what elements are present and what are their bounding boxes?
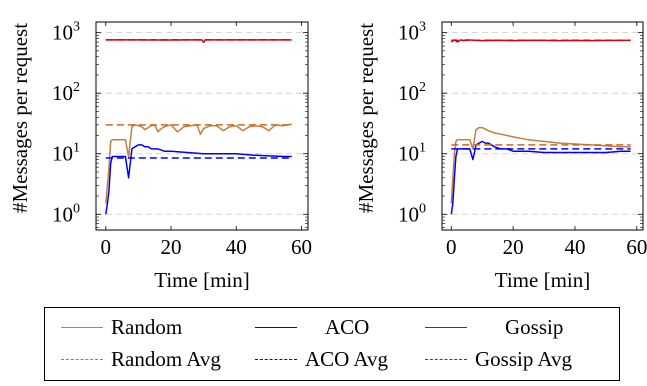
y-tick-label: 100 (398, 201, 426, 226)
x-tick-label: 60 (291, 235, 312, 259)
legend-label-random: Random (111, 314, 183, 339)
legend-swatch-random (61, 326, 103, 328)
legend-swatch-gossip (425, 326, 467, 328)
plot-frame (441, 21, 644, 231)
x-tick-label: 20 (503, 235, 524, 259)
legend-swatch-gossip-avg (425, 358, 467, 360)
y-tick-label: 103 (398, 20, 426, 45)
legend-label-gossip: Gossip (505, 314, 564, 339)
y-tick-label: 100 (52, 201, 80, 226)
y-tick-label: 101 (398, 141, 426, 166)
legend-entry-random: Random (61, 312, 182, 342)
chart-panel-right: 0 20 40 60 100 101 102 103 Time [min] #Messages p… (354, 20, 647, 292)
y-tick-label: 102 (52, 80, 80, 105)
series-line-aco (105, 144, 292, 215)
series-line-random (105, 123, 292, 204)
legend-swatch-random-avg (61, 358, 103, 360)
legend-entry-gossip: Gossip (425, 312, 563, 342)
y-axis-label: #Messages per request (8, 23, 32, 213)
y-tick-label: 102 (398, 80, 426, 105)
legend-swatch-aco (255, 326, 297, 328)
y-tick-label: 103 (52, 20, 80, 45)
legend-entry-random-avg: Random Avg (61, 344, 221, 374)
chart-panel-left: 0 20 40 60 100 101 102 103 Time [min] #Messages p… (8, 20, 312, 292)
x-tick-label: 40 (564, 235, 585, 259)
legend-label-gossip-avg: Gossip Avg (475, 346, 573, 371)
legend-entry-gossip-avg: Gossip Avg (425, 344, 572, 374)
x-tick-label: 0 (446, 235, 457, 259)
x-tick-label: 20 (161, 235, 182, 259)
x-tick-label: 60 (626, 235, 647, 259)
x-axis-label: Time [min] (154, 268, 249, 292)
x-tick-label: 40 (226, 235, 247, 259)
plot-frame (95, 21, 309, 231)
x-tick-label: 0 (101, 235, 112, 259)
series-line-aco (450, 140, 631, 215)
legend-entry-aco-avg: ACO Avg (255, 344, 388, 374)
figure: 0 20 40 60 100 101 102 103 Time [min] #Messages p… (8, 20, 647, 292)
legend-entry-aco: ACO (255, 312, 369, 342)
legend-label-random-avg: Random Avg (111, 346, 221, 371)
x-axis-label: Time [min] (495, 268, 590, 292)
y-tick-label: 101 (52, 141, 80, 166)
legend-label-aco-avg: ACO Avg (305, 346, 389, 371)
legend-label-aco: ACO (325, 314, 370, 339)
y-axis-label: #Messages per request (354, 23, 378, 213)
series-line-random (450, 126, 631, 204)
legend: Random ACO Gossip Random Avg ACO Avg Gos… (44, 307, 620, 381)
legend-swatch-aco-avg (255, 358, 297, 360)
